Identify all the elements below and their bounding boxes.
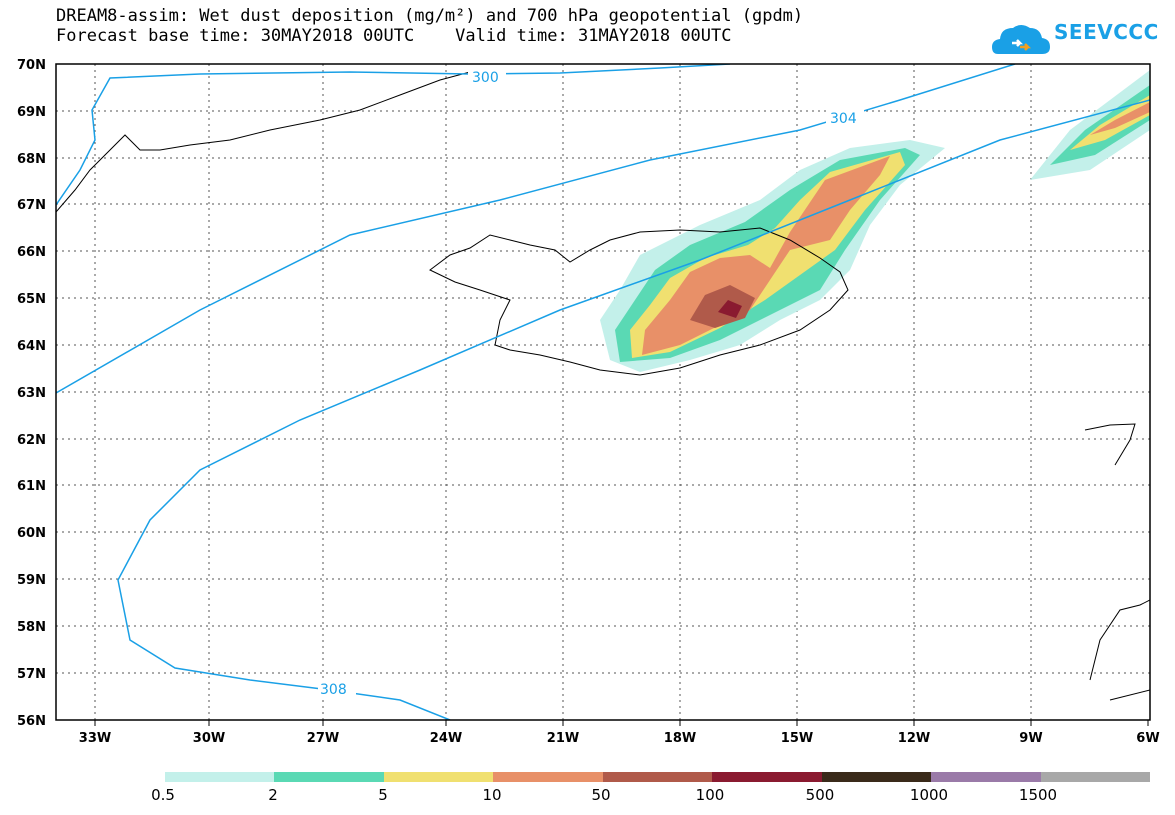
lat-label: 57N — [17, 667, 46, 682]
contour-label-300: 300 — [472, 70, 499, 86]
lon-label: 12W — [898, 731, 930, 746]
dust-level-6 — [718, 300, 742, 318]
lat-label: 63N — [17, 386, 46, 401]
legend-label: 50 — [591, 786, 611, 804]
legend-swatch — [602, 772, 713, 782]
lat-label: 68N — [17, 152, 46, 167]
greenland-coast — [56, 71, 471, 213]
contour-label-304: 304 — [830, 111, 857, 127]
lat-label: 56N — [17, 714, 46, 729]
dust-plume-east-3 — [1070, 95, 1150, 150]
contour-308 — [117, 99, 1150, 720]
lat-label: 58N — [17, 620, 46, 635]
lat-label: 70N — [17, 58, 46, 73]
legend-label: 2 — [268, 786, 278, 804]
legend-label: 1000 — [909, 786, 949, 804]
lat-label: 69N — [17, 105, 46, 120]
lat-label: 59N — [17, 573, 46, 588]
contour-300 — [56, 64, 731, 206]
axis-ticks — [94, 720, 1149, 726]
lon-label: 27W — [307, 731, 339, 746]
color-legend — [165, 772, 1150, 782]
coastlines — [56, 71, 1150, 701]
lat-label: 61N — [17, 479, 46, 494]
lat-label: 62N — [17, 433, 46, 448]
dust-plume-east — [1030, 70, 1150, 180]
lon-label: 24W — [430, 731, 462, 746]
dust-plume-east-4 — [1090, 102, 1150, 135]
grid — [56, 64, 1150, 720]
contour-labels: 300 304 308 — [318, 70, 864, 698]
legend-swatch — [493, 772, 603, 782]
lon-label: 30W — [193, 731, 225, 746]
lon-label: 6W — [1136, 731, 1159, 746]
contour-label-308: 308 — [320, 682, 347, 698]
lat-labels: 70N 69N 68N 67N 66N 65N 64N 63N 62N 61N … — [17, 58, 46, 729]
legend-swatch — [383, 772, 494, 782]
iceland-coast — [429, 227, 849, 376]
dust-deposition-field — [600, 70, 1150, 372]
legend-labels: 0.5 2 5 10 50 100 500 1000 1500 — [0, 786, 1175, 806]
legend-swatch — [712, 772, 822, 782]
lon-label: 18W — [664, 731, 696, 746]
lat-label: 60N — [17, 526, 46, 541]
scotland-coast — [1089, 599, 1150, 701]
faroe-islands — [1084, 423, 1136, 466]
lon-label: 15W — [781, 731, 813, 746]
lat-label: 66N — [17, 245, 46, 260]
legend-label: 5 — [378, 786, 388, 804]
lon-labels: 33W 30W 27W 24W 21W 18W 15W 12W 9W 6W — [79, 731, 1160, 746]
lon-label: 9W — [1019, 731, 1042, 746]
lon-label: 33W — [79, 731, 111, 746]
legend-label: 1500 — [1018, 786, 1058, 804]
legend-swatch — [931, 772, 1041, 782]
legend-label: 0.5 — [151, 786, 175, 804]
legend-swatch — [821, 772, 932, 782]
legend-swatch — [274, 772, 384, 782]
map-title: DREAM8-assim: Wet dust deposition (mg/m²… — [56, 6, 804, 26]
legend-label: 10 — [482, 786, 502, 804]
dust-level-5 — [690, 285, 755, 328]
lat-label: 65N — [17, 292, 46, 307]
map-subtitle: Forecast base time: 30MAY2018 00UTC Vali… — [56, 26, 732, 46]
legend-swatch — [1040, 772, 1150, 782]
geopotential-contours — [56, 64, 1150, 720]
legend-label: 100 — [695, 786, 725, 804]
contour-304 — [56, 64, 1016, 394]
lat-label: 67N — [17, 198, 46, 213]
legend-swatch — [165, 772, 275, 782]
logo-text: SEEVCCC — [1054, 20, 1159, 44]
map-frame — [55, 63, 1151, 721]
cloud-icon — [992, 25, 1050, 54]
lon-label: 21W — [547, 731, 579, 746]
legend-label: 500 — [805, 786, 835, 804]
lat-label: 64N — [17, 339, 46, 354]
